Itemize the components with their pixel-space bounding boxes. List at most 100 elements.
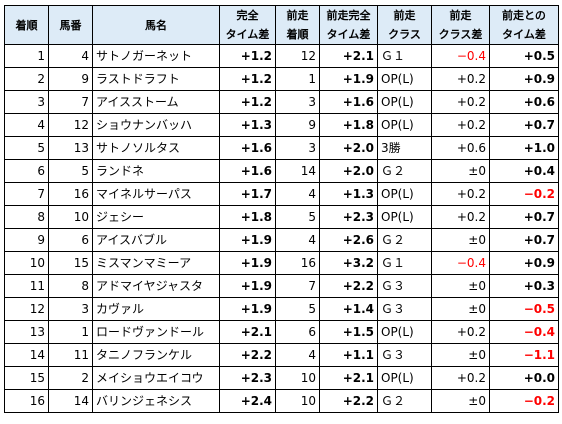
- kanzen-time-diff-cell: +2.2: [219, 343, 276, 367]
- table-row: 12 3 カヴァル +1.9 5 +1.4 Ｇ３ ±0 −0.5: [4, 297, 559, 321]
- class-diff-cell: +0.2: [431, 182, 490, 206]
- umaban-cell: 8: [48, 274, 93, 298]
- header-zenso-class-line2: クラス: [377, 25, 432, 45]
- prev-rank-cell: 4: [275, 182, 320, 206]
- table-body: 1 4 サトノガーネット +1.2 12 +2.1 Ｇ１ −0.4 +0.5 2 9 ラストドラフト +…: [4, 44, 559, 413]
- rank-cell: 8: [4, 205, 49, 229]
- time-diff-vs-prev-cell: −0.2: [489, 389, 559, 413]
- table-row: 4 12 ショウナンバッハ +1.3 9 +1.8 OP(L) +0.2 +0.7: [4, 113, 559, 137]
- kanzen-time-diff-cell: +1.9: [219, 251, 276, 275]
- prev-kanzen-time-diff-cell: +1.9: [319, 67, 378, 91]
- prev-rank-cell: 4: [275, 228, 320, 252]
- umaban-cell: 5: [48, 159, 93, 183]
- umaban-cell: 2: [48, 366, 93, 390]
- header-chakujun: 着順: [4, 5, 49, 45]
- kanzen-time-diff-cell: +1.7: [219, 182, 276, 206]
- time-diff-vs-prev-cell: +0.6: [489, 90, 559, 114]
- rank-cell: 13: [4, 320, 49, 344]
- table-row: 6 5 ランドネ +1.6 14 +2.0 Ｇ２ ±0 +0.4: [4, 159, 559, 183]
- kanzen-time-diff-cell: +1.6: [219, 159, 276, 183]
- prev-kanzen-time-diff-cell: +2.0: [319, 136, 378, 160]
- header-kanzen-line2: タイム差: [219, 25, 276, 45]
- table-row: 7 16 マイネルサーパス +1.7 4 +1.3 OP(L) +0.2 −0.2: [4, 182, 559, 206]
- table-row: 1 4 サトノガーネット +1.2 12 +2.1 Ｇ１ −0.4 +0.5: [4, 44, 559, 68]
- prev-kanzen-time-diff-cell: +2.2: [319, 274, 378, 298]
- horse-name-cell: バリンジェネシス: [92, 389, 220, 413]
- class-diff-cell: ±0: [431, 297, 490, 321]
- prev-class-cell: Ｇ２: [377, 228, 432, 252]
- horse-name-cell: アイスバブル: [92, 228, 220, 252]
- prev-rank-cell: 14: [275, 159, 320, 183]
- kanzen-time-diff-cell: +1.9: [219, 274, 276, 298]
- prev-kanzen-time-diff-cell: +2.1: [319, 44, 378, 68]
- prev-rank-cell: 1: [275, 67, 320, 91]
- prev-rank-cell: 4: [275, 343, 320, 367]
- header-zenso-class-line1: 前走: [377, 5, 432, 25]
- header-zenso-tonosa-line2: タイム差: [489, 25, 559, 45]
- time-diff-vs-prev-cell: +0.7: [489, 205, 559, 229]
- class-diff-cell: +0.2: [431, 113, 490, 137]
- rank-cell: 1: [4, 44, 49, 68]
- prev-class-cell: OP(L): [377, 67, 432, 91]
- prev-rank-cell: 5: [275, 205, 320, 229]
- table-row: 9 6 アイスバブル +1.9 4 +2.6 Ｇ２ ±0 +0.7: [4, 228, 559, 252]
- kanzen-time-diff-cell: +1.6: [219, 136, 276, 160]
- prev-kanzen-time-diff-cell: +2.0: [319, 159, 378, 183]
- horse-name-cell: ランドネ: [92, 159, 220, 183]
- kanzen-time-diff-cell: +1.2: [219, 67, 276, 91]
- horse-name-cell: カヴァル: [92, 297, 220, 321]
- results-table: 着順 馬番 馬名 完全 前走 前走完全 前走 前走 前走との タイム差 着順 タ…: [4, 5, 559, 413]
- prev-class-cell: OP(L): [377, 366, 432, 390]
- umaban-cell: 1: [48, 320, 93, 344]
- rank-cell: 16: [4, 389, 49, 413]
- time-diff-vs-prev-cell: −1.1: [489, 343, 559, 367]
- time-diff-vs-prev-cell: −0.5: [489, 297, 559, 321]
- rank-cell: 4: [4, 113, 49, 137]
- umaban-cell: 7: [48, 90, 93, 114]
- prev-class-cell: Ｇ１: [377, 44, 432, 68]
- header-zenso-line1: 前走: [275, 5, 320, 25]
- kanzen-time-diff-cell: +2.1: [219, 320, 276, 344]
- prev-kanzen-time-diff-cell: +1.1: [319, 343, 378, 367]
- header-zenso-kanzen-line2: タイム差: [319, 25, 378, 45]
- class-diff-cell: ±0: [431, 389, 490, 413]
- header-zenso-line2: 着順: [275, 25, 320, 45]
- prev-class-cell: Ｇ２: [377, 389, 432, 413]
- table-header: 着順 馬番 馬名 完全 前走 前走完全 前走 前走 前走との タイム差 着順 タ…: [4, 5, 559, 45]
- prev-rank-cell: 12: [275, 44, 320, 68]
- rank-cell: 14: [4, 343, 49, 367]
- umaban-cell: 13: [48, 136, 93, 160]
- class-diff-cell: +0.6: [431, 136, 490, 160]
- prev-kanzen-time-diff-cell: +3.2: [319, 251, 378, 275]
- prev-rank-cell: 6: [275, 320, 320, 344]
- umaban-cell: 6: [48, 228, 93, 252]
- table-row: 14 11 タニノフランケル +2.2 4 +1.1 Ｇ３ ±0 −1.1: [4, 343, 559, 367]
- time-diff-vs-prev-cell: +0.0: [489, 366, 559, 390]
- prev-rank-cell: 10: [275, 366, 320, 390]
- horse-name-cell: マイネルサーパス: [92, 182, 220, 206]
- time-diff-vs-prev-cell: −0.4: [489, 320, 559, 344]
- prev-kanzen-time-diff-cell: +1.6: [319, 90, 378, 114]
- time-diff-vs-prev-cell: +0.4: [489, 159, 559, 183]
- prev-class-cell: Ｇ３: [377, 297, 432, 321]
- umaban-cell: 3: [48, 297, 93, 321]
- prev-class-cell: OP(L): [377, 320, 432, 344]
- class-diff-cell: +0.2: [431, 366, 490, 390]
- horse-name-cell: ミスマンマミーア: [92, 251, 220, 275]
- class-diff-cell: +0.2: [431, 67, 490, 91]
- rank-cell: 9: [4, 228, 49, 252]
- horse-name-cell: サトノソルタス: [92, 136, 220, 160]
- rank-cell: 6: [4, 159, 49, 183]
- umaban-cell: 15: [48, 251, 93, 275]
- horse-name-cell: メイショウエイコウ: [92, 366, 220, 390]
- prev-kanzen-time-diff-cell: +2.1: [319, 366, 378, 390]
- prev-rank-cell: 9: [275, 113, 320, 137]
- prev-rank-cell: 7: [275, 274, 320, 298]
- prev-class-cell: Ｇ１: [377, 251, 432, 275]
- header-kanzen-line1: 完全: [219, 5, 276, 25]
- class-diff-cell: −0.4: [431, 44, 490, 68]
- table-row: 2 9 ラストドラフト +1.2 1 +1.9 OP(L) +0.2 +0.9: [4, 67, 559, 91]
- prev-rank-cell: 10: [275, 389, 320, 413]
- kanzen-time-diff-cell: +1.9: [219, 228, 276, 252]
